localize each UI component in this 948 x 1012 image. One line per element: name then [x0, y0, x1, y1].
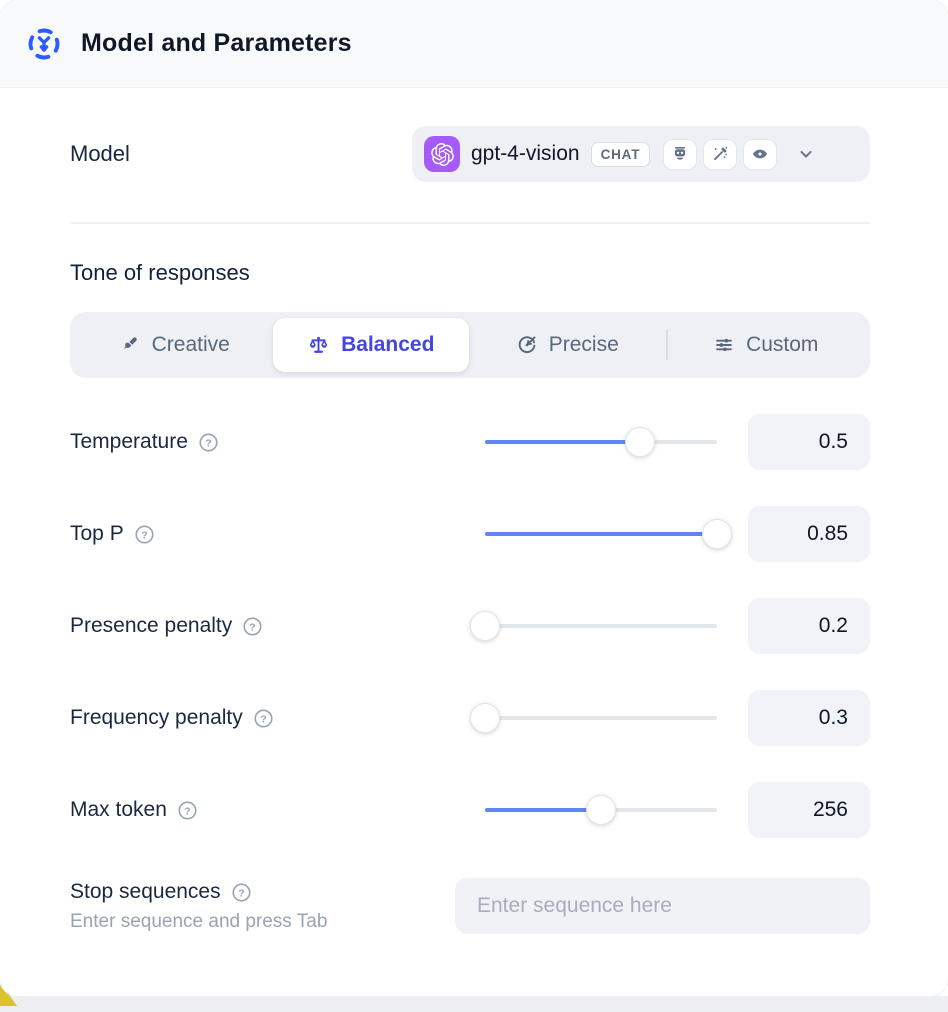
help-icon[interactable]: ?	[176, 799, 199, 822]
parameter-row-max-token: Max token ? 256	[70, 782, 870, 838]
sliders-icon	[713, 334, 735, 356]
section-divider	[70, 222, 870, 224]
presence-penalty-value[interactable]: 0.2	[748, 598, 870, 654]
slider-fill	[485, 808, 601, 812]
parameter-row-top-p: Top P ? 0.85	[70, 506, 870, 562]
slider-thumb[interactable]	[470, 611, 500, 641]
tone-heading: Tone of responses	[70, 260, 250, 285]
robot-icon	[663, 138, 698, 170]
slider-thumb[interactable]	[702, 519, 732, 549]
top-p-value[interactable]: 0.85	[748, 506, 870, 562]
svg-text:?: ?	[238, 887, 244, 899]
svg-text:?: ?	[205, 437, 211, 449]
segment-divider	[665, 330, 668, 360]
tone-segmented-control: Creative Balanced	[70, 312, 870, 378]
model-label: Model	[70, 141, 130, 166]
openai-logo	[424, 136, 460, 172]
parameter-row-frequency-penalty: Frequency penalty ? 0.3	[70, 690, 870, 746]
slider-fill	[485, 440, 641, 444]
model-row: Model gpt-4-vision CHAT	[70, 126, 870, 182]
page-title: Model and Parameters	[81, 29, 352, 57]
svg-text:?: ?	[260, 713, 266, 725]
tone-option-custom[interactable]: Custom	[668, 318, 865, 372]
help-icon[interactable]: ?	[252, 707, 275, 730]
card-header: Model and Parameters	[0, 0, 948, 88]
stop-sequence-input[interactable]	[455, 878, 870, 934]
slider-thumb[interactable]	[586, 795, 616, 825]
parameter-row-temperature: Temperature ? 0.5	[70, 414, 870, 470]
svg-text:?: ?	[184, 805, 190, 817]
model-select[interactable]: gpt-4-vision CHAT	[412, 126, 870, 182]
target-arrow-icon	[516, 334, 538, 356]
page-background-strip	[0, 996, 948, 1012]
tone-option-label: Custom	[746, 333, 819, 356]
slider-track[interactable]	[485, 716, 717, 720]
chat-type-badge: CHAT	[590, 141, 651, 167]
slider-fill	[485, 532, 717, 536]
svg-text:?: ?	[250, 621, 256, 633]
slider-thumb[interactable]	[470, 703, 500, 733]
max-token-value[interactable]: 256	[748, 782, 870, 838]
tone-option-label: Balanced	[341, 333, 435, 356]
tone-option-precise[interactable]: Precise	[469, 318, 666, 372]
frequency-penalty-slider[interactable]	[470, 703, 717, 733]
magic-wand-icon	[703, 138, 738, 170]
slider-thumb[interactable]	[625, 427, 656, 457]
frequency-penalty-value[interactable]: 0.3	[748, 690, 870, 746]
paintbrush-icon	[119, 334, 141, 356]
parameter-row-presence-penalty: Presence penalty ? 0.2	[70, 598, 870, 654]
tone-option-label: Creative	[151, 333, 230, 356]
parameter-label: Presence penalty	[70, 614, 233, 637]
help-icon[interactable]: ?	[241, 615, 264, 638]
top-p-slider[interactable]	[485, 519, 732, 549]
selected-model-name: gpt-4-vision	[471, 142, 580, 165]
tone-option-label: Precise	[548, 333, 619, 356]
presence-penalty-slider[interactable]	[470, 611, 717, 641]
stop-sequences-label: Stop sequences	[70, 880, 221, 903]
model-scatter-icon	[26, 26, 62, 62]
slider-track[interactable]	[485, 624, 717, 628]
tone-option-creative[interactable]: Creative	[76, 318, 273, 372]
svg-text:?: ?	[141, 529, 147, 541]
parameter-label: Top P	[70, 522, 124, 545]
parameter-label: Max token	[70, 798, 167, 821]
max-token-slider[interactable]	[485, 795, 717, 825]
help-icon[interactable]: ?	[197, 431, 220, 454]
balance-scale-icon	[307, 334, 330, 357]
help-icon[interactable]: ?	[230, 881, 253, 904]
stop-sequences-hint: Enter sequence and press Tab	[70, 911, 328, 932]
stop-sequences-row: Stop sequences ? Enter sequence and pres…	[70, 878, 870, 934]
parameter-label: Frequency penalty	[70, 706, 243, 729]
tone-option-balanced[interactable]: Balanced	[272, 318, 469, 372]
capability-chips	[663, 138, 778, 170]
temperature-slider[interactable]	[485, 427, 717, 457]
help-icon[interactable]: ?	[133, 523, 156, 546]
vision-eye-icon	[743, 138, 778, 170]
parameter-label: Temperature	[70, 430, 188, 453]
chevron-down-icon	[796, 144, 816, 164]
temperature-value[interactable]: 0.5	[748, 414, 870, 470]
